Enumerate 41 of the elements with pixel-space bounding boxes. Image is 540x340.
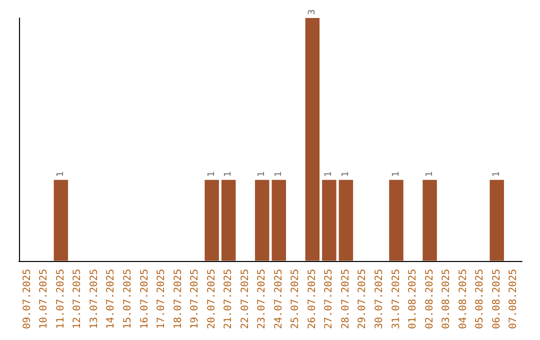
x-tick-label: 24.07.2025 [273,268,284,330]
data-label: 1 [492,171,502,177]
x-tick-label: 26.07.2025 [306,268,318,330]
x-tick-label: 25.07.2025 [290,268,302,330]
x-tick-label: 18.07.2025 [172,268,184,330]
data-label: 1 [257,171,268,177]
data-label: 1 [424,171,435,177]
data-label: 1 [391,171,402,177]
x-tick-label: 05.08.2025 [474,268,486,330]
x-tick-label: 20.07.2025 [206,268,218,330]
x-tick-label: 30.07.2025 [374,268,385,330]
data-label: 1 [206,171,217,177]
x-tick-label: 14.07.2025 [106,268,117,330]
x-tick-label: 04.08.2025 [458,268,469,330]
x-tick-label: 17.07.2025 [156,268,168,330]
x-tick-label: 02.08.2025 [424,268,436,330]
x-tick-label: 22.07.2025 [240,268,251,330]
x-tick-label: 29.07.2025 [357,268,368,330]
x-tick-label: 10.07.2025 [38,268,50,330]
x-tick-label: 13.07.2025 [88,268,100,330]
x-tick-label: 15.07.2025 [122,268,134,330]
x-tick-label: 21.07.2025 [223,268,234,330]
x-tick-label: 11.07.2025 [55,268,66,330]
data-label: 3 [307,9,318,15]
x-tick-label: 28.07.2025 [340,268,352,330]
x-tick-label: 31.07.2025 [390,268,402,330]
x-tick-label: 01.08.2025 [408,268,419,330]
x-tick-label: 16.07.2025 [139,268,150,330]
x-tick-label: 03.08.2025 [441,268,452,330]
x-tick-label: 09.07.2025 [22,268,33,330]
x-tick-label: 23.07.2025 [256,268,268,330]
data-label: 1 [56,171,66,177]
x-tick-label: 12.07.2025 [72,268,84,330]
x-tick-label: 07.08.2025 [508,268,520,330]
x-tick-label: 19.07.2025 [190,268,201,330]
data-label: 1 [274,171,284,177]
data-label: 1 [340,171,351,177]
data-label: 1 [224,171,234,177]
x-tick-label: 27.07.2025 [324,268,335,330]
x-tick-label: 06.08.2025 [491,268,502,330]
data-label: 1 [324,171,334,177]
